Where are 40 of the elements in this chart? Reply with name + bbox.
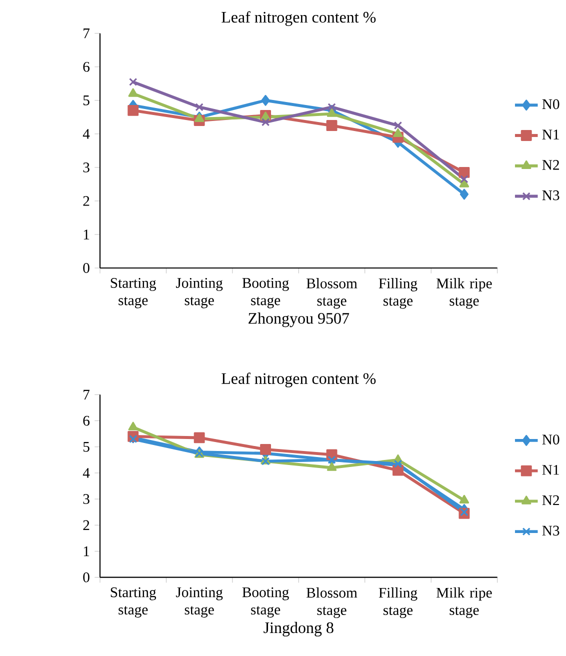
legend-label: N1 [542,130,559,140]
y-tick-label: 6 [83,416,90,426]
y-tick-label: 5 [83,442,90,452]
legend-label: N0 [542,99,560,110]
y-tick-label: 5 [83,96,90,106]
y-tick-label: 3 [83,162,90,172]
x-axis-title: Jingdong 8 [263,622,334,636]
chart-title: Leaf nitrogen content % [221,372,376,388]
x-tick-label: Blossom stage [306,278,357,309]
x-tick-label: Booting stage [242,587,289,618]
x-axis-title: Zhongyou 9507 [248,312,349,328]
legend-label: N3 [542,526,559,536]
y-tick-label: 4 [82,468,90,478]
x-tick-label: Starting stage [110,278,156,308]
y-tick-label: 7 [83,28,90,38]
x-tick-label: Starting stage [110,587,156,618]
legend-label: N1 [542,464,559,475]
x-tick-label: Booting stage [242,278,289,308]
y-tick-label: 4 [82,129,90,139]
x-tick-label: Milk ripe stage [436,278,492,309]
y-tick-label: 1 [84,230,89,240]
y-tick-label: 6 [83,62,90,72]
x-tick-label: Filling stage [378,278,418,309]
y-tick-label: 0 [82,572,90,582]
legend-label: N2 [542,160,559,170]
x-tick-label: Jointing stage [176,278,222,308]
chart-title: Leaf nitrogen content % [221,11,376,26]
y-tick-label: 2 [83,196,89,206]
x-tick-label: Milk ripe stage [436,587,492,618]
y-tick-label: 3 [83,494,90,504]
x-tick-label: Filling stage [378,587,418,618]
y-tick-label: 2 [83,520,89,530]
y-tick-label: 7 [83,390,90,400]
x-tick-label: Jointing stage [176,587,222,618]
x-tick-label: Blossom stage [306,587,357,618]
legend-label: N3 [542,190,559,200]
y-tick-label: 0 [82,263,90,273]
legend-label: N0 [542,434,560,444]
y-tick-label: 1 [84,546,89,556]
legend-label: N2 [542,495,559,506]
